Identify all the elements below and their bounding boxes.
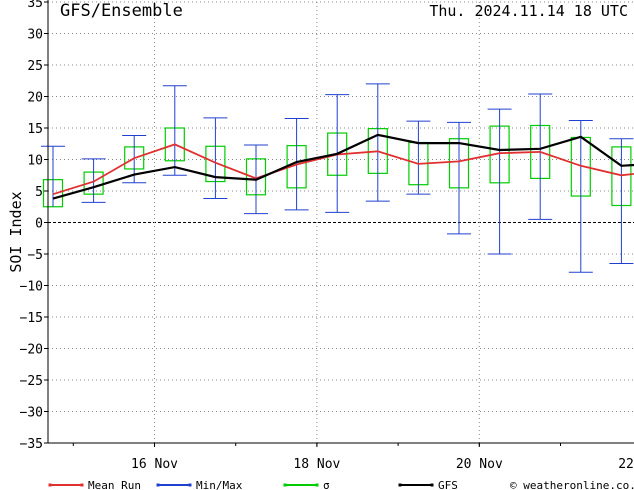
legend-label: Min/Max [196, 479, 243, 490]
legend-swatch-end [430, 483, 434, 487]
credit-text: © weatheronline.co.uk [510, 479, 634, 490]
run-date-label: Thu. 2024.11.14 18 UTC [429, 2, 628, 20]
legend-label: Mean Run [88, 479, 141, 490]
y-tick-label: 15 [27, 122, 43, 137]
legend-swatch-end [188, 483, 192, 487]
legend: Mean Run Min/Max σ GFS [48, 479, 458, 490]
y-tick-label: 20 [27, 91, 43, 106]
y-tick-label: 0 [35, 217, 43, 232]
y-tick-label: 10 [27, 154, 43, 169]
legend-swatch-end [80, 483, 84, 487]
legend-label: GFS [438, 479, 458, 490]
legend-swatch-end [156, 483, 160, 487]
y-tick-label: 5 [35, 185, 43, 200]
legend-swatch-end [398, 483, 402, 487]
y-tick-label: 30 [27, 28, 43, 43]
legend-swatch-end [48, 483, 52, 487]
y-tick-label: −20 [20, 343, 43, 358]
y-tick-label: 35 [27, 0, 43, 11]
series-lines [52, 133, 634, 200]
y-axis-ticks: −35 −30 −25 −20 −15 −10 −5 0 5 10 15 20 25 30 35 [20, 0, 48, 452]
chart-title: GFS/Ensemble [60, 1, 183, 21]
y-tick-label: −15 [20, 311, 43, 326]
legend-swatch-end [315, 483, 319, 487]
y-tick-label: −25 [20, 374, 43, 389]
x-tick-label: 18 Nov [293, 457, 340, 472]
legend-label: σ [323, 479, 330, 490]
y-axis-label: SOI Index [7, 191, 25, 272]
y-tick-label: 25 [27, 59, 43, 74]
y-tick-label: −30 [20, 406, 43, 421]
x-tick-label: 20 Nov [456, 457, 503, 472]
y-tick-label: −10 [20, 280, 43, 295]
y-tick-label: −35 [20, 437, 43, 452]
series-line-gfs [52, 133, 634, 200]
grid [48, 1, 634, 444]
x-tick-label: 16 Nov [131, 457, 178, 472]
series-line-mean-run [52, 143, 634, 196]
legend-swatch-end [283, 483, 287, 487]
y-tick-label: −5 [27, 248, 43, 263]
x-tick-label: 22 Nov [618, 457, 634, 472]
